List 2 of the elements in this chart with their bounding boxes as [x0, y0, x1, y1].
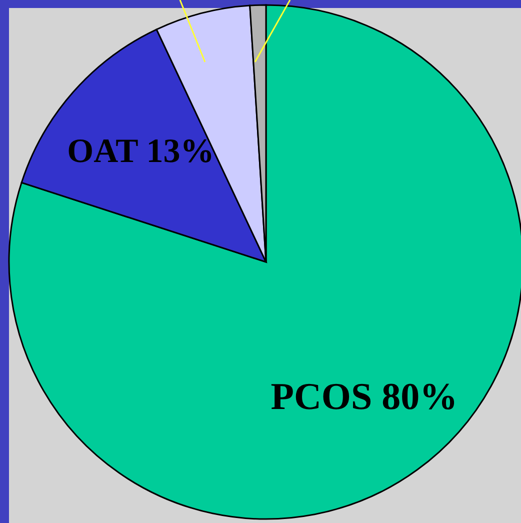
slice-label: OAT 13% — [67, 133, 214, 170]
slice-label: PCOS 80% — [270, 376, 458, 418]
